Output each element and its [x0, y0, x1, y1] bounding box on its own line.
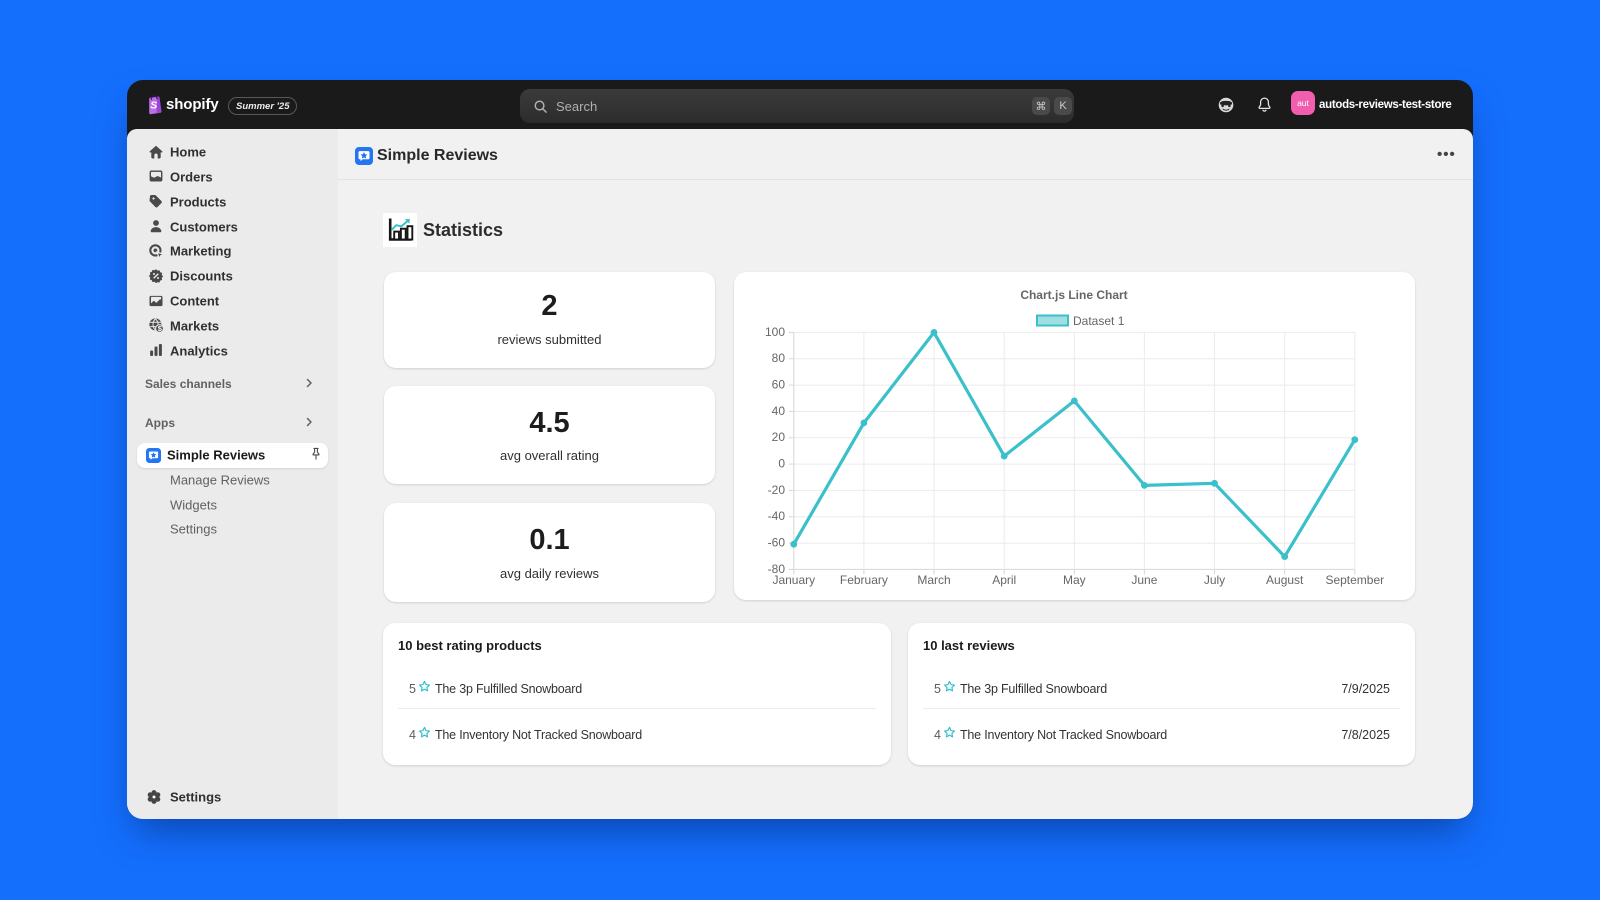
svg-text:January: January [772, 573, 815, 587]
svg-text:Chart.js Line Chart: Chart.js Line Chart [1020, 288, 1127, 302]
svg-text:August: August [1266, 573, 1304, 587]
svg-text:80: 80 [772, 351, 786, 365]
svg-text:S: S [150, 100, 157, 112]
svg-text:$: $ [158, 325, 163, 334]
svg-text:100: 100 [765, 325, 785, 339]
svg-text:May: May [1063, 573, 1086, 587]
svg-text:June: June [1131, 573, 1157, 587]
svg-text:April: April [992, 573, 1016, 587]
svg-text:-40: -40 [768, 509, 786, 523]
svg-text:Dataset 1: Dataset 1 [1073, 314, 1125, 328]
svg-text:-20: -20 [768, 483, 786, 497]
svg-text:March: March [917, 573, 950, 587]
svg-text:-80: -80 [768, 562, 786, 576]
svg-text:-60: -60 [768, 536, 786, 550]
svg-text:February: February [840, 573, 888, 587]
svg-text:September: September [1325, 573, 1384, 587]
svg-text:0: 0 [778, 457, 785, 471]
svg-text:60: 60 [772, 378, 786, 392]
svg-text:20: 20 [772, 430, 786, 444]
svg-text:40: 40 [772, 404, 786, 418]
svg-text:July: July [1204, 573, 1225, 587]
